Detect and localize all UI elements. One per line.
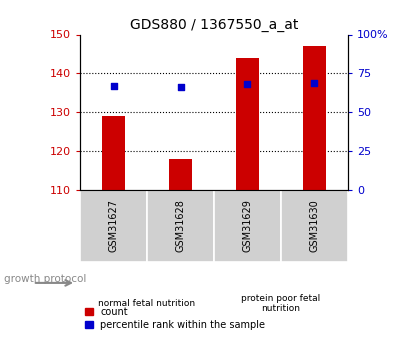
Text: growth protocol: growth protocol: [4, 275, 86, 284]
Text: GSM31627: GSM31627: [108, 199, 118, 253]
Bar: [281, 190, 348, 262]
Legend: count, percentile rank within the sample: count, percentile rank within the sample: [85, 307, 266, 330]
Point: [177, 85, 184, 90]
Point: [244, 81, 251, 87]
Bar: [303, 46, 326, 190]
Bar: [214, 190, 281, 262]
Bar: [169, 159, 192, 190]
Text: normal fetal nutrition: normal fetal nutrition: [98, 299, 196, 308]
Bar: [80, 190, 147, 262]
Text: GSM31629: GSM31629: [242, 199, 252, 253]
Text: protein poor fetal
nutrition: protein poor fetal nutrition: [241, 294, 321, 313]
Point: [311, 80, 318, 86]
Title: GDS880 / 1367550_a_at: GDS880 / 1367550_a_at: [130, 18, 298, 32]
Point: [110, 83, 117, 88]
Text: GSM31630: GSM31630: [310, 200, 320, 252]
Text: GSM31628: GSM31628: [176, 199, 186, 253]
Bar: [147, 190, 214, 262]
Bar: [102, 116, 125, 190]
Bar: [236, 58, 259, 190]
